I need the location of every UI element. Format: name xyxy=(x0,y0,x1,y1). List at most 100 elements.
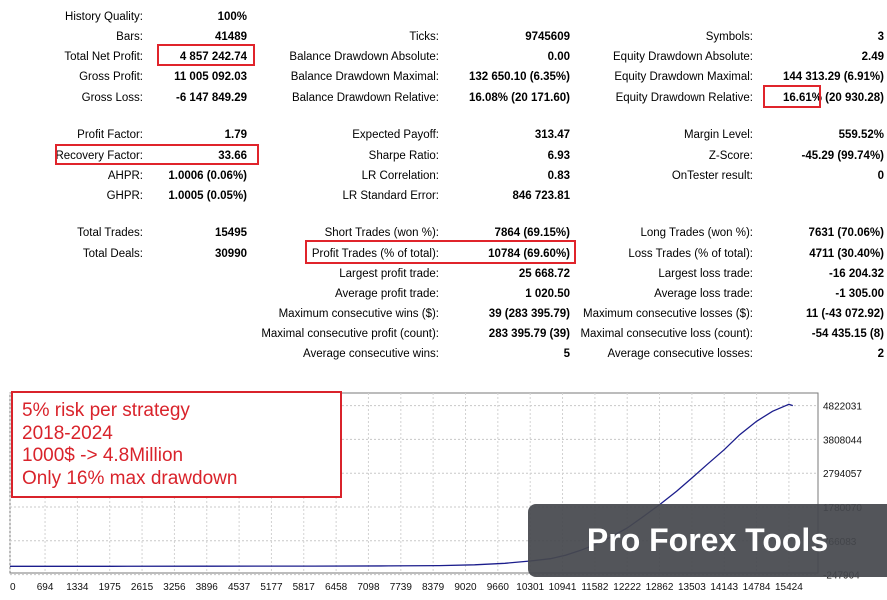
x-tick-label: 3896 xyxy=(196,582,219,593)
stat-label-margin-level: Margin Level: xyxy=(683,129,753,141)
x-tick-label: 15424 xyxy=(775,582,803,593)
x-tick-label: 5177 xyxy=(260,582,283,593)
watermark-text: Pro Forex Tools xyxy=(586,522,829,558)
stat-value-balance-dd-relative: 16.08% (20 171.60) xyxy=(468,92,570,104)
stat-value-z-score: -45.29 (99.74%) xyxy=(801,150,884,162)
stat-label-loss-trades: Loss Trades (% of total): xyxy=(628,248,753,260)
highlight-total-net-profit xyxy=(157,44,255,66)
stat-value-balance-dd-maximal: 132 650.10 (6.35%) xyxy=(468,71,570,83)
stat-label-average-consecutive-wins: Average consecutive wins: xyxy=(303,348,439,360)
stat-label-profit-trades: Profit Trades (% of total): xyxy=(311,248,439,260)
stat-value-ticks: 9745609 xyxy=(525,31,570,43)
stat-label-average-loss-trade: Average loss trade: xyxy=(654,288,753,300)
chart-x-axis: 0 694 1334 1975 2615 3256 3896 4537 5177 5817 6458… xyxy=(10,582,803,593)
x-tick-label: 0 xyxy=(10,582,16,593)
stat-label-history-quality: History Quality: xyxy=(65,11,143,23)
x-tick-label: 8379 xyxy=(422,582,445,593)
stat-label-bars: Bars: xyxy=(116,31,143,43)
stat-label-max-consecutive-wins: Maximum consecutive wins ($): xyxy=(278,308,439,320)
stat-value-bars: 41489 xyxy=(215,31,247,43)
x-tick-label: 14143 xyxy=(710,582,738,593)
highlight-equity-dd-relative xyxy=(763,85,821,108)
stat-label-balance-dd-maximal: Balance Drawdown Maximal: xyxy=(290,71,439,83)
stat-value-profit-factor: 1.79 xyxy=(224,129,247,141)
stat-value-sharpe-ratio: 6.93 xyxy=(547,150,570,162)
stat-label-total-deals: Total Deals: xyxy=(82,248,143,260)
stat-value-maximal-consecutive-profit: 283 395.79 (39) xyxy=(488,328,570,340)
stat-label-short-trades: Short Trades (won %): xyxy=(324,227,439,239)
stat-value-max-consecutive-losses: 11 (-43 072.92) xyxy=(805,308,884,320)
x-tick-label: 9020 xyxy=(454,582,477,593)
stat-label-lr-standard-error: LR Standard Error: xyxy=(342,190,439,202)
stat-value-lr-correlation: 0.83 xyxy=(547,170,570,182)
stat-value-total-net-profit: 4 857 242.74 xyxy=(179,51,247,63)
stat-label-maximal-consecutive-loss: Maximal consecutive loss (count): xyxy=(580,328,753,340)
stat-label-ahpr: AHPR: xyxy=(107,170,143,182)
stat-label-gross-loss: Gross Loss: xyxy=(81,92,143,104)
stat-value-average-consecutive-losses: 2 xyxy=(877,348,884,360)
annotation-line-growth: 1000$ -> 4.8Million xyxy=(22,445,184,466)
stat-label-ticks: Ticks: xyxy=(409,31,439,43)
stat-label-expected-payoff: Expected Payoff: xyxy=(352,129,439,141)
stat-label-max-consecutive-losses: Maximum consecutive losses ($): xyxy=(583,308,753,320)
stat-value-balance-dd-absolute: 0.00 xyxy=(547,51,570,63)
stat-label-gross-profit: Gross Profit: xyxy=(79,71,143,83)
stat-value-short-trades: 7864 (69.15%) xyxy=(494,227,570,239)
highlight-recovery-factor xyxy=(55,144,259,165)
x-tick-label: 4537 xyxy=(228,582,251,593)
x-tick-label: 6458 xyxy=(325,582,348,593)
x-tick-label: 9660 xyxy=(487,582,510,593)
stat-value-gross-loss: -6 147 849.29 xyxy=(176,92,247,104)
stat-label-maximal-consecutive-profit: Maximal consecutive profit (count): xyxy=(261,328,439,340)
stat-label-symbols: Symbols: xyxy=(705,31,753,43)
stat-label-ontester-result: OnTester result: xyxy=(671,170,753,182)
stat-label-equity-dd-absolute: Equity Drawdown Absolute: xyxy=(613,51,753,63)
stat-label-sharpe-ratio: Sharpe Ratio: xyxy=(368,150,439,162)
stat-label-ghpr: GHPR: xyxy=(106,190,143,202)
stat-value-long-trades: 7631 (70.06%) xyxy=(808,227,884,239)
x-tick-label: 1975 xyxy=(99,582,122,593)
stat-label-long-trades: Long Trades (won %): xyxy=(640,227,753,239)
stat-value-average-profit-trade: 1 020.50 xyxy=(525,288,570,300)
stat-label-recovery-factor: Recovery Factor: xyxy=(55,150,143,162)
x-tick-label: 1334 xyxy=(66,582,89,593)
stat-value-profit-trades: 10784 (69.60%) xyxy=(488,248,570,260)
x-tick-label: 10941 xyxy=(549,582,577,593)
x-tick-label: 3256 xyxy=(163,582,186,593)
stat-value-symbols: 3 xyxy=(877,31,884,43)
x-tick-label: 694 xyxy=(37,582,54,593)
x-tick-label: 7098 xyxy=(357,582,380,593)
stat-value-equity-dd-relative: 16.61% (20 930.28) xyxy=(782,92,884,104)
stat-value-average-loss-trade: -1 305.00 xyxy=(835,288,884,300)
stat-value-ghpr: 1.0005 (0.05%) xyxy=(168,190,247,202)
stat-label-largest-profit-trade: Largest profit trade: xyxy=(339,268,439,280)
annotation-line-drawdown: Only 16% max drawdown xyxy=(22,467,238,489)
stat-value-margin-level: 559.52% xyxy=(838,129,884,141)
stat-value-max-consecutive-wins: 39 (283 395.79) xyxy=(488,308,570,320)
stat-label-equity-dd-relative: Equity Drawdown Relative: xyxy=(615,92,753,104)
stat-value-average-consecutive-wins: 5 xyxy=(563,348,570,360)
stat-value-gross-profit: 11 005 092.03 xyxy=(174,71,247,83)
stat-value-total-trades: 15495 xyxy=(215,227,247,239)
stat-label-lr-correlation: LR Correlation: xyxy=(361,170,439,182)
stat-label-equity-dd-maximal: Equity Drawdown Maximal: xyxy=(614,71,753,83)
y-tick-label: 4822031 xyxy=(823,402,862,413)
x-tick-label: 2615 xyxy=(131,582,154,593)
x-tick-label: 11582 xyxy=(581,582,609,593)
y-tick-label: 2794057 xyxy=(823,469,862,480)
annotation-line-period: 2018-2024 xyxy=(22,422,113,444)
annotation-line-risk: 5% risk per strategy xyxy=(22,400,190,421)
stat-value-recovery-factor: 33.66 xyxy=(218,150,247,162)
stat-value-loss-trades: 4711 (30.40%) xyxy=(809,248,884,260)
highlight-profit-trades xyxy=(305,240,576,264)
x-tick-label: 13503 xyxy=(678,582,706,593)
stat-label-balance-dd-absolute: Balance Drawdown Absolute: xyxy=(289,51,439,63)
stat-value-ahpr: 1.0006 (0.06%) xyxy=(168,170,247,182)
stat-label-balance-dd-relative: Balance Drawdown Relative: xyxy=(291,92,439,104)
x-tick-label: 10301 xyxy=(516,582,544,593)
stat-value-largest-loss-trade: -16 204.32 xyxy=(829,268,884,280)
stat-value-ontester-result: 0 xyxy=(877,170,884,182)
y-tick-label: 3808044 xyxy=(823,435,862,446)
x-tick-label: 5817 xyxy=(293,582,316,593)
stat-value-equity-dd-maximal: 144 313.29 (6.91%) xyxy=(782,71,884,83)
